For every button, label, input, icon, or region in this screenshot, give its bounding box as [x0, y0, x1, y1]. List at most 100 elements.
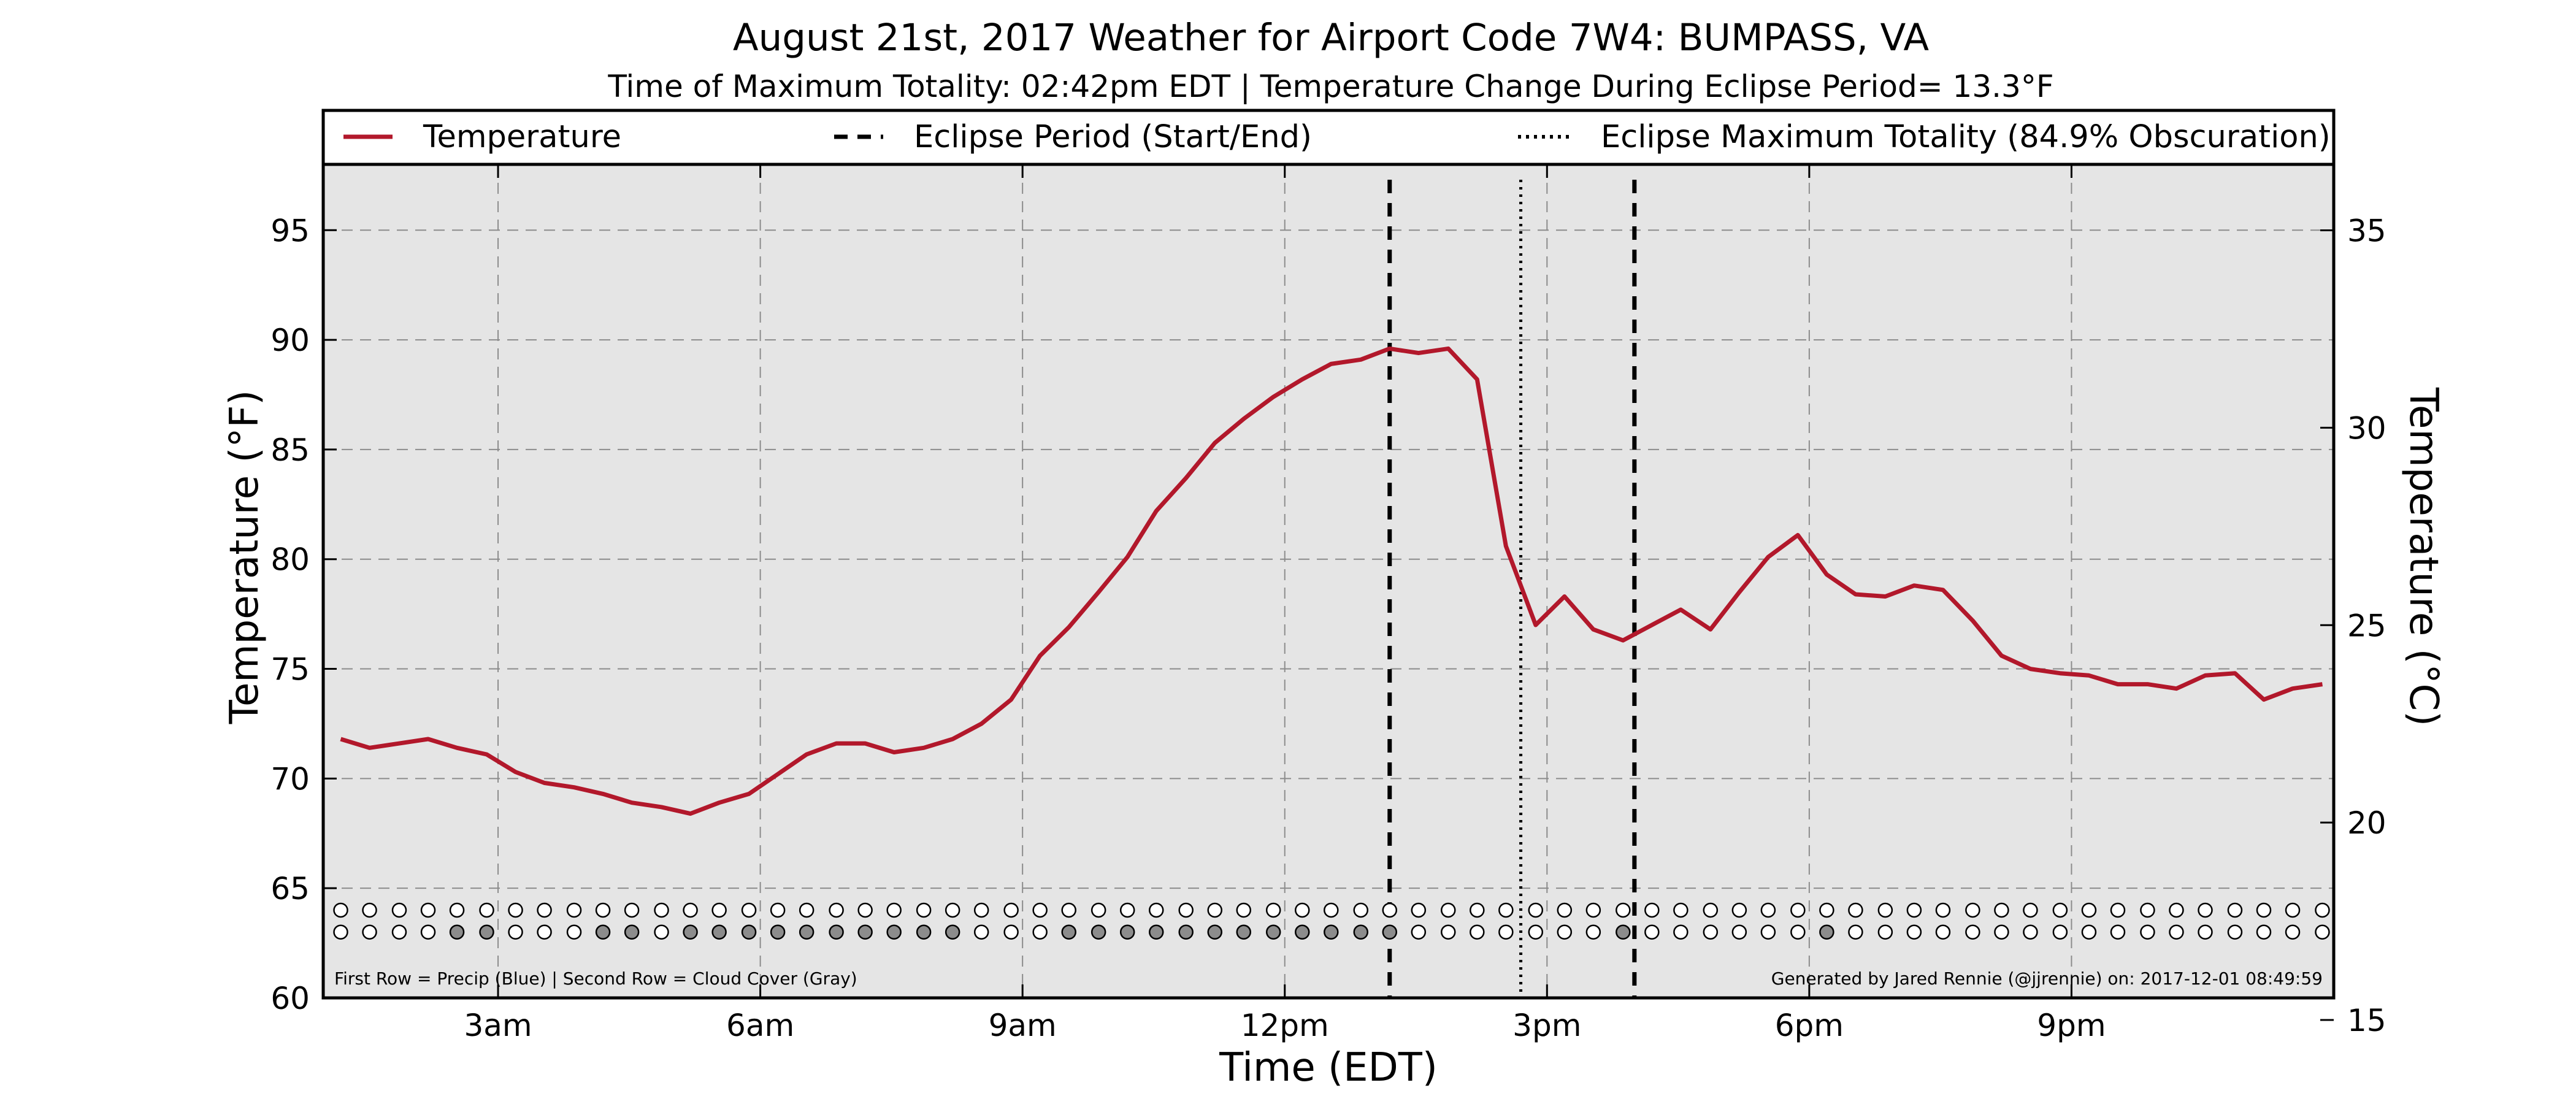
precip-indicator [1032, 902, 1048, 918]
x-tick-label: 3am [464, 1008, 532, 1043]
precip-indicator [1935, 902, 1951, 918]
cloud-cover-indicator [973, 924, 989, 940]
precip-indicator [1207, 902, 1222, 918]
precip-indicator [1585, 902, 1601, 918]
precip-indicator [1994, 902, 2009, 918]
cloud-cover-indicator [857, 924, 873, 940]
precip-indicator [1848, 902, 1863, 918]
precip-indicator [2315, 902, 2330, 918]
cloud-cover-indicator [479, 924, 494, 940]
cloud-cover-indicator [1061, 924, 1076, 940]
cloud-cover-indicator [2110, 924, 2126, 940]
cloud-cover-indicator [1760, 924, 1776, 940]
legend-label-eclipse-period: Eclipse Period (Start/End) [914, 119, 1312, 155]
x-tick-label: 12pm [1241, 1008, 1329, 1043]
cloud-cover-indicator [2315, 924, 2330, 940]
legend-label-temperature: Temperature [423, 119, 621, 155]
cloud-cover-indicator [595, 924, 611, 940]
precip-indicator [799, 902, 815, 918]
cloud-cover-indicator [1616, 924, 1631, 940]
cloud-cover-indicator [420, 924, 436, 940]
precip-indicator [711, 902, 727, 918]
y2-axis-ticks: 15 20 25 30 35 [2320, 213, 2386, 1038]
legend-box [321, 109, 2336, 166]
legend-label-eclipse-max: Eclipse Maximum Totality (84.9% Obscurat… [1601, 119, 2331, 155]
precip-indicator [916, 902, 932, 918]
cloud-cover-indicator [1703, 924, 1719, 940]
y2-tick-label: 35 [2347, 213, 2386, 249]
cloud-cover-indicator [1032, 924, 1048, 940]
precip-indicator [1324, 902, 1339, 918]
y2-axis-label: Temperature (°C) [2401, 387, 2446, 726]
precip-indicator [2110, 902, 2126, 918]
cloud-cover-indicator [1848, 924, 1863, 940]
y-tick-label: 85 [270, 432, 310, 468]
precip-indicator [449, 902, 465, 918]
precip-indicator [537, 902, 552, 918]
cloud-cover-indicator [2140, 924, 2155, 940]
cloud-cover-indicator [1498, 924, 1514, 940]
precip-indicator [829, 902, 844, 918]
temperature-series [340, 346, 2323, 816]
cloud-cover-indicator [1207, 924, 1222, 940]
precip-indicator [1673, 902, 1689, 918]
precip-indicator [1265, 902, 1281, 918]
footnote-right: Generated by Jared Rennie (@jjrennie) on… [1771, 968, 2323, 989]
cloud-cover-indicator [1790, 924, 1806, 940]
cloud-cover-indicator [2285, 924, 2301, 940]
cloud-cover-indicator [449, 924, 465, 940]
cloud-cover-indicator [2198, 924, 2213, 940]
x-axis-ticks: 3am 6am 9am 12pm 3pm 6pm 9pm [464, 164, 2106, 1043]
y-tick-label: 75 [270, 652, 310, 688]
cloud-cover-indicator [362, 924, 377, 940]
cloud-cover-indicator [1148, 924, 1164, 940]
x-tick-label: 3pm [1512, 1008, 1581, 1043]
y2-tick-label: 25 [2347, 608, 2386, 643]
footnote-left: First Row = Precip (Blue) | Second Row =… [334, 968, 857, 989]
cloud-cover-indicator [1673, 924, 1689, 940]
precip-indicator [886, 902, 902, 918]
y-tick-label: 70 [270, 761, 310, 797]
cloud-cover-indicator [1877, 924, 1893, 940]
precip-indicator [1148, 902, 1164, 918]
cloud-cover-indicator [945, 924, 960, 940]
precip-indicator [1441, 902, 1456, 918]
eclipse-markers [1387, 180, 1637, 998]
precip-indicator [1382, 902, 1398, 918]
cloud-cover-indicator [391, 924, 407, 940]
cloud-cover-indicator [1994, 924, 2009, 940]
y-tick-label: 80 [270, 542, 310, 578]
precip-indicator [1119, 902, 1135, 918]
cloud-cover-indicator [508, 924, 523, 940]
precip-indicator [2052, 902, 2068, 918]
cloud-cover-indicator [2256, 924, 2272, 940]
plot-area [323, 164, 2334, 998]
cloud-cover-indicator [1411, 924, 1427, 940]
cloud-cover-indicator [1236, 924, 1252, 940]
x-tick-label: 9am [989, 1008, 1057, 1043]
precip-cloud-indicators [333, 902, 2330, 940]
precip-indicator [1178, 902, 1194, 918]
cloud-cover-indicator [886, 924, 902, 940]
precip-indicator [566, 902, 582, 918]
cloud-cover-indicator [1091, 924, 1106, 940]
cloud-cover-indicator [1003, 924, 1019, 940]
grid-lines [323, 164, 2334, 998]
precip-indicator [1061, 902, 1076, 918]
temperature-line [340, 346, 2323, 816]
precip-indicator [2081, 902, 2097, 918]
y-tick-label: 95 [270, 213, 310, 248]
precip-indicator [333, 902, 348, 918]
cloud-cover-indicator [654, 924, 669, 940]
precip-indicator [508, 902, 523, 918]
x-axis-label: Time (EDT) [1219, 1045, 1438, 1091]
precip-indicator [1790, 902, 1806, 918]
precip-indicator [683, 902, 698, 918]
precip-indicator [624, 902, 640, 918]
cloud-cover-indicator [1644, 924, 1660, 940]
precip-indicator [1091, 902, 1106, 918]
precip-indicator [1760, 902, 1776, 918]
precip-indicator [1353, 902, 1368, 918]
y-axis-label: Temperature (°F) [222, 390, 267, 725]
